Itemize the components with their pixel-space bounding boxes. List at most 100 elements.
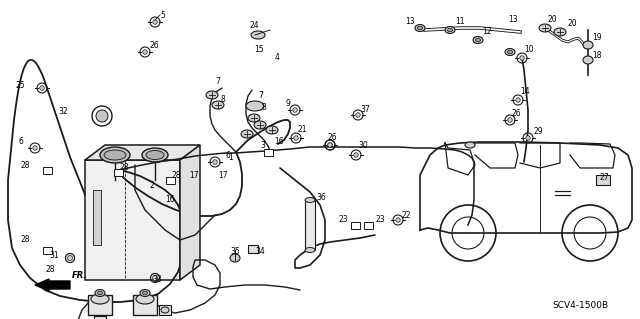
Text: 18: 18 [592,50,602,60]
Text: 21: 21 [298,125,307,135]
Circle shape [153,20,157,24]
Ellipse shape [212,101,224,109]
Circle shape [33,146,37,150]
Text: 13: 13 [508,16,518,25]
Text: 7: 7 [258,91,263,100]
Bar [85,160,180,280]
Circle shape [328,143,332,147]
Bar [94,316,106,319]
Ellipse shape [465,142,475,148]
Polygon shape [85,145,200,160]
Bar [42,167,51,174]
Circle shape [508,118,512,122]
Ellipse shape [476,38,481,42]
Ellipse shape [415,25,425,32]
Text: 32: 32 [58,107,68,115]
Text: 28: 28 [45,265,55,275]
Text: 31: 31 [49,250,59,259]
Text: 25: 25 [15,80,25,90]
Polygon shape [180,145,200,280]
Text: 5: 5 [160,11,165,19]
Text: 1: 1 [228,153,233,162]
Bar [166,176,175,183]
Ellipse shape [266,126,278,134]
Ellipse shape [505,48,515,56]
Circle shape [68,256,72,261]
FancyArrow shape [35,279,70,291]
Ellipse shape [136,294,154,304]
Bar [159,305,171,315]
Text: 8: 8 [262,103,267,113]
Text: 16: 16 [274,137,284,146]
Text: 11: 11 [455,18,465,26]
Text: 23: 23 [375,216,385,225]
Circle shape [396,218,400,222]
Text: 20: 20 [568,19,578,28]
Ellipse shape [97,291,102,295]
Circle shape [294,136,298,140]
Text: 28: 28 [172,170,182,180]
Text: FR.: FR. [72,271,88,280]
Circle shape [152,276,157,280]
Text: 12: 12 [482,27,492,36]
Text: 28: 28 [20,235,30,244]
Circle shape [143,50,147,54]
Ellipse shape [583,41,593,49]
Text: 3: 3 [260,140,265,150]
Circle shape [354,153,358,157]
Text: SCV4-1500B: SCV4-1500B [552,300,608,309]
Text: 17: 17 [189,170,198,180]
Ellipse shape [246,101,264,111]
Ellipse shape [305,197,315,203]
Ellipse shape [91,294,109,304]
Ellipse shape [251,31,265,39]
Text: 17: 17 [218,170,228,180]
Text: 26: 26 [328,133,338,143]
Ellipse shape [539,24,551,32]
Bar [93,190,101,245]
Text: 14: 14 [520,87,530,97]
Text: 13: 13 [405,18,415,26]
Bar [88,295,112,315]
Text: 30: 30 [358,140,368,150]
Text: 6: 6 [225,152,230,160]
Ellipse shape [230,254,240,262]
Circle shape [212,160,217,164]
Ellipse shape [104,150,126,160]
Ellipse shape [473,36,483,43]
Text: 27: 27 [600,174,610,182]
Ellipse shape [241,130,253,138]
Ellipse shape [417,26,422,30]
Circle shape [292,108,297,112]
Text: 26: 26 [150,41,159,49]
Text: 36: 36 [316,194,326,203]
Bar [113,168,122,175]
Bar [133,295,157,315]
Text: 28: 28 [120,164,129,173]
Ellipse shape [100,147,130,163]
Text: 19: 19 [592,33,602,42]
Ellipse shape [445,26,455,33]
Ellipse shape [206,91,218,99]
Ellipse shape [143,291,147,295]
Circle shape [520,56,524,60]
Bar [248,245,258,253]
Bar [351,221,360,228]
Ellipse shape [142,148,168,162]
Circle shape [328,143,332,147]
Text: 33: 33 [152,276,162,285]
Bar [596,175,610,185]
Circle shape [96,110,108,122]
Circle shape [525,136,531,140]
Bar [42,247,51,254]
Text: 34: 34 [255,248,265,256]
Text: 26: 26 [512,108,522,117]
Ellipse shape [95,290,105,296]
Text: 4: 4 [275,53,280,62]
Ellipse shape [248,114,260,122]
Text: 37: 37 [360,106,370,115]
Text: 8: 8 [220,95,225,105]
Text: 9: 9 [285,99,290,108]
Text: 22: 22 [402,211,412,219]
Text: 24: 24 [250,20,260,29]
